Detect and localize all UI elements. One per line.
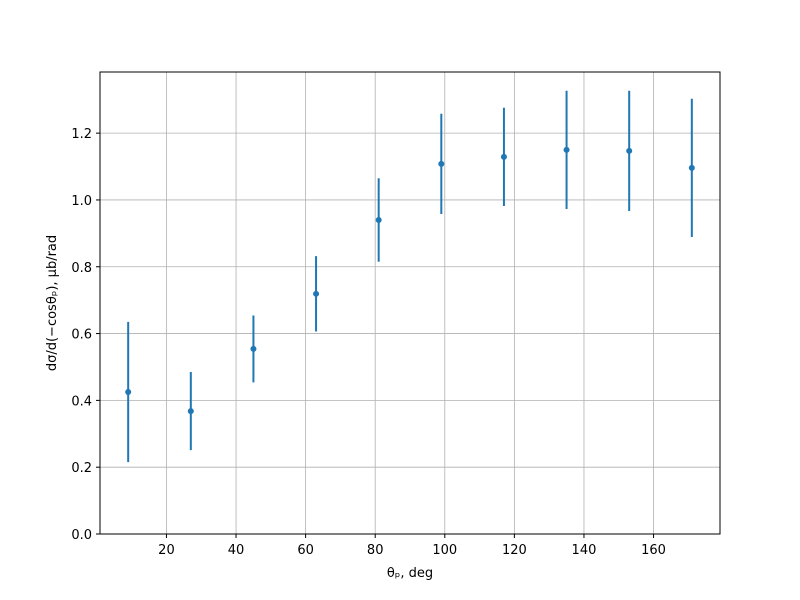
y-tick-label: 0.8 <box>71 261 92 276</box>
y-tick-label: 1.2 <box>71 127 92 142</box>
y-tick-label: 1.0 <box>71 194 92 209</box>
x-tick-label: 160 <box>641 543 666 558</box>
y-tick-label: 0.0 <box>71 528 92 543</box>
x-tick-label: 40 <box>228 543 245 558</box>
data-point <box>688 164 695 171</box>
y-tick-label: 0.6 <box>71 328 92 343</box>
data-point <box>375 216 382 223</box>
data-point <box>563 146 570 153</box>
data-point <box>626 147 633 154</box>
x-tick-label: 80 <box>367 543 384 558</box>
x-axis-label: θₚ, deg <box>387 566 433 581</box>
data-point <box>125 389 132 396</box>
x-tick-label: 120 <box>502 543 527 558</box>
data-point <box>250 345 257 352</box>
data-point <box>187 408 194 415</box>
data-point <box>438 160 445 167</box>
data-point <box>500 153 507 160</box>
x-tick-label: 140 <box>572 543 597 558</box>
plot-frame <box>99 71 721 535</box>
y-tick-label: 0.4 <box>71 394 92 409</box>
x-tick-label: 60 <box>297 543 314 558</box>
y-tick-label: 0.2 <box>71 461 92 476</box>
y-axis-label: dσ/d(−cosθₚ), μb/rad <box>45 235 60 371</box>
data-point <box>313 290 320 297</box>
x-tick-label: 20 <box>158 543 175 558</box>
x-tick-label: 100 <box>432 543 457 558</box>
